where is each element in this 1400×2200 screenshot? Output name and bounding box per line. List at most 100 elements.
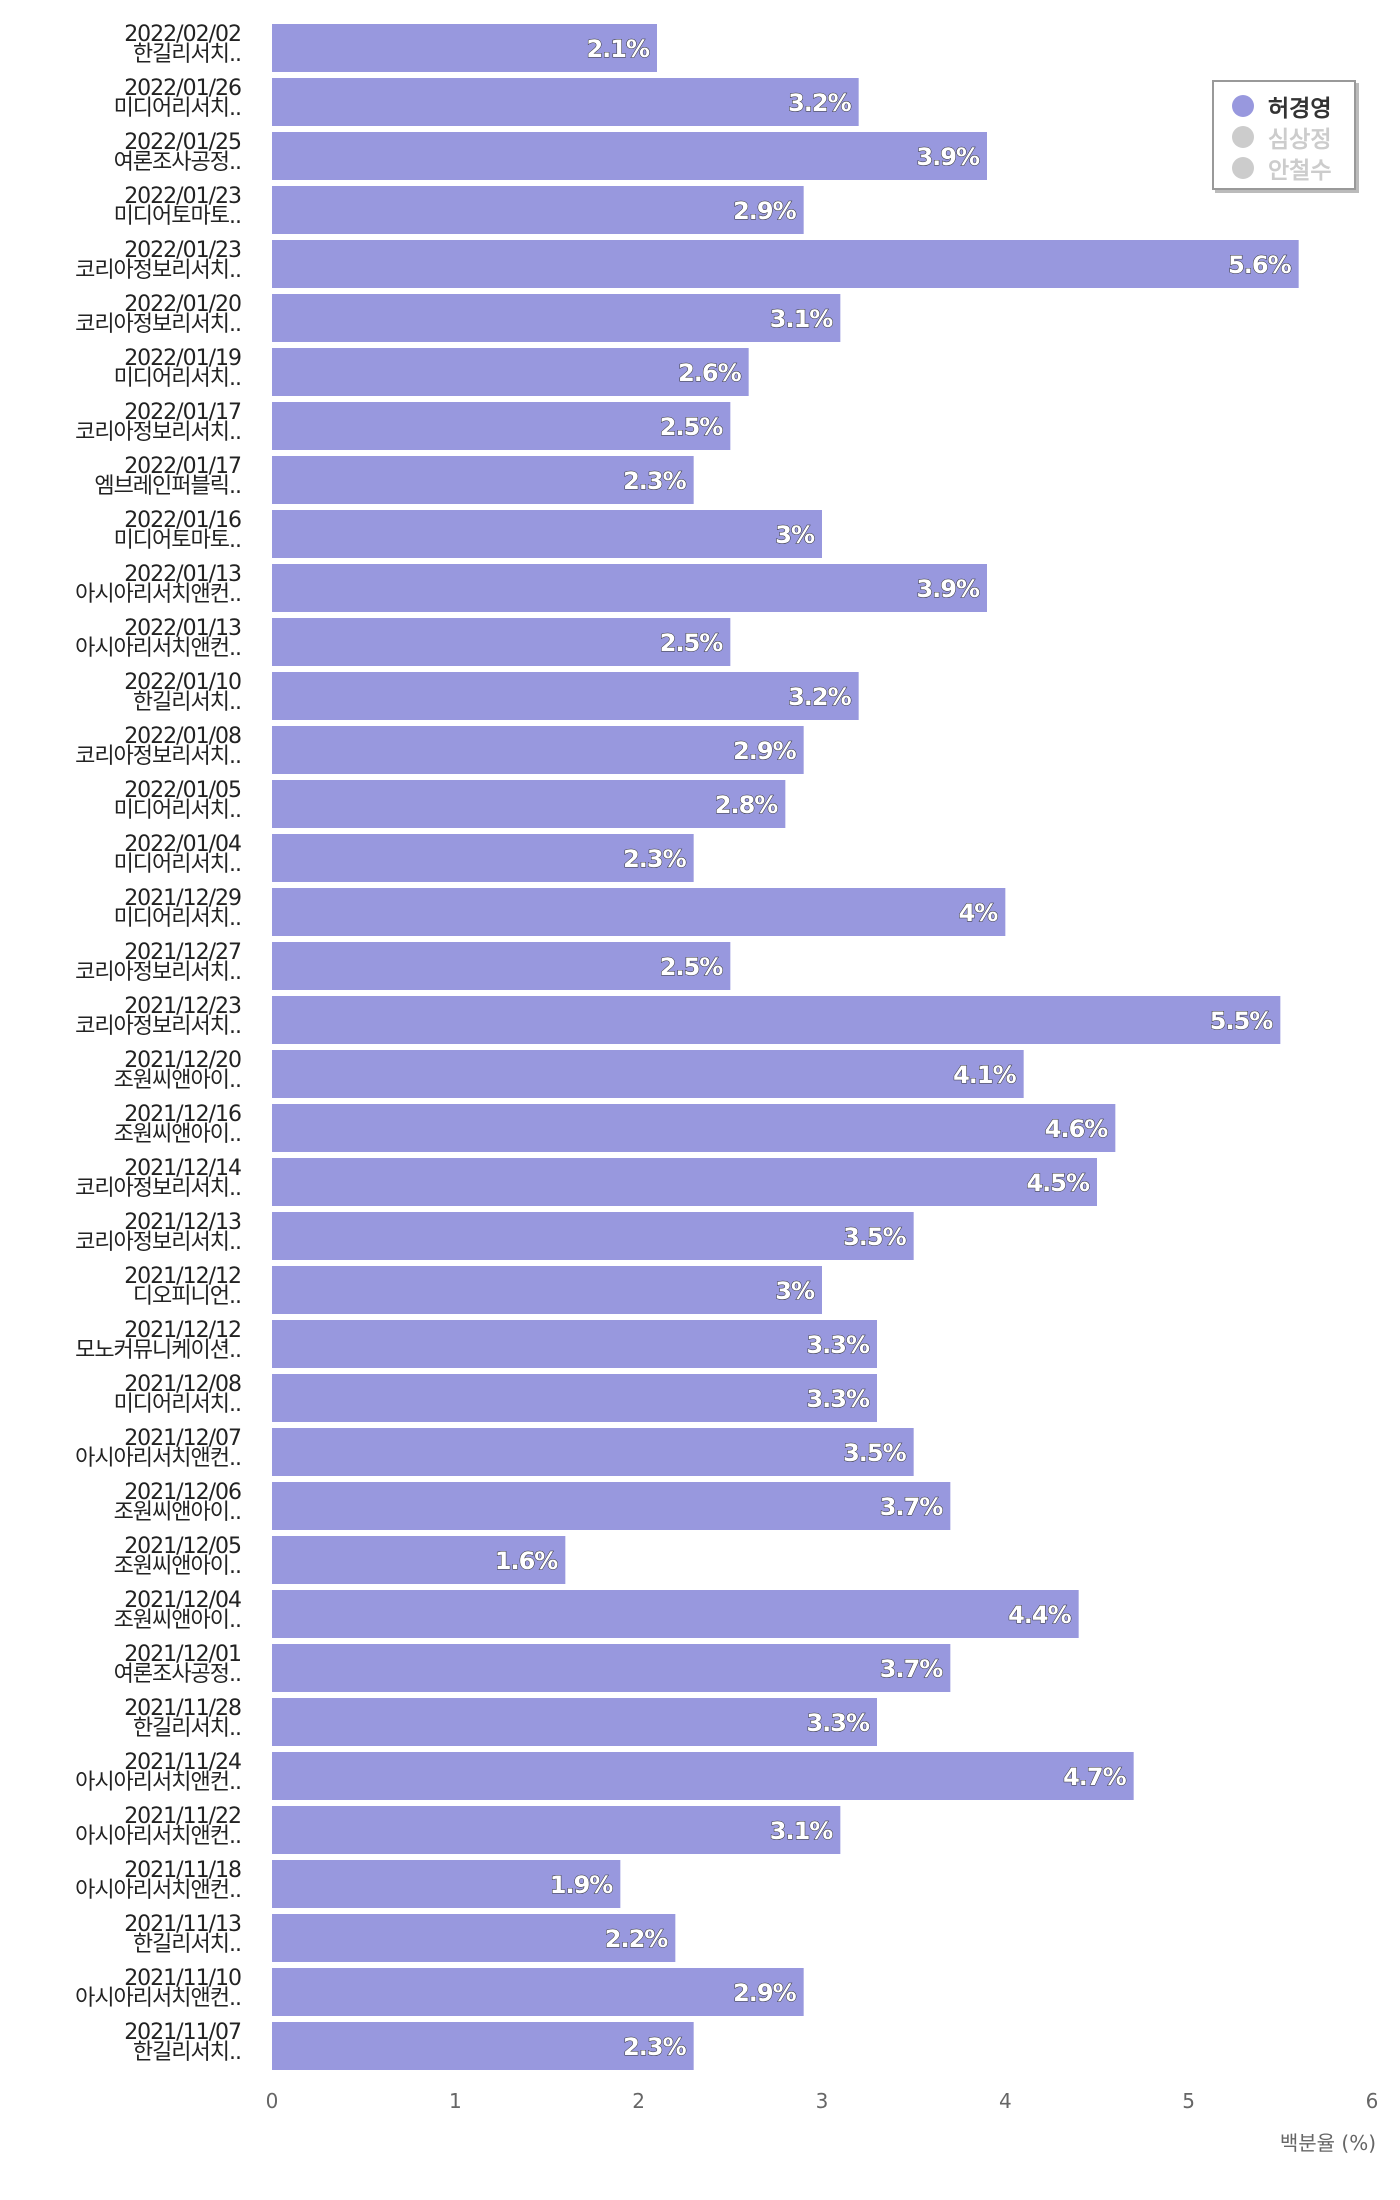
value-label: 3.2% xyxy=(788,89,852,117)
category-name-label: 코리아정보리서치.. xyxy=(75,1230,241,1255)
value-label: 4% xyxy=(959,899,999,927)
category-name-label: 미디어토마토.. xyxy=(114,204,241,229)
value-label: 2.9% xyxy=(733,197,797,225)
category-name-label: 엠브레인퍼블릭.. xyxy=(94,474,241,499)
category-name-label: 미디어리서치.. xyxy=(114,852,241,877)
bar xyxy=(272,240,1299,288)
value-label: 2.5% xyxy=(660,629,724,657)
bar xyxy=(272,1806,841,1854)
category-date-label: 2022/01/26 xyxy=(124,76,241,101)
category-date-label: 2022/01/23 xyxy=(124,184,241,209)
category-name-label: 한길리서치.. xyxy=(133,2040,241,2065)
bar xyxy=(272,1536,566,1584)
category-name-label: 한길리서치.. xyxy=(133,1932,241,1957)
value-label: 4.5% xyxy=(1026,1169,1090,1197)
category-name-label: 조원씨앤아이.. xyxy=(114,1122,241,1147)
category-name-label: 코리아정보리서치.. xyxy=(75,312,241,337)
category-name-label: 코리아정보리서치.. xyxy=(75,744,241,769)
category-date-label: 2021/11/28 xyxy=(124,1696,241,1721)
category-name-label: 미디어리서치.. xyxy=(114,1392,241,1417)
x-tick-label: 3 xyxy=(816,2089,829,2113)
category-name-label: 한길리서치.. xyxy=(133,690,241,715)
legend-item[interactable]: 허경영 xyxy=(1232,90,1354,122)
value-label: 1.6% xyxy=(495,1547,559,1575)
value-label: 3.7% xyxy=(880,1655,944,1683)
value-label: 3.5% xyxy=(843,1223,907,1251)
legend-item[interactable]: 안철수 xyxy=(1232,152,1354,184)
bar xyxy=(272,888,1006,936)
bar xyxy=(272,1320,877,1368)
category-name-label: 아시아리서치앤컨.. xyxy=(75,1878,241,1903)
category-name-label: 한길리서치.. xyxy=(133,1716,241,1741)
value-label: 2.2% xyxy=(605,1925,669,1953)
bar xyxy=(272,78,859,126)
value-label: 2.3% xyxy=(623,467,687,495)
value-label: 3.2% xyxy=(788,683,852,711)
value-label: 4.1% xyxy=(953,1061,1017,1089)
category-name-label: 모노커뮤니케이션.. xyxy=(75,1338,241,1363)
category-name-label: 조원씨앤아이.. xyxy=(114,1500,241,1525)
bar xyxy=(272,564,987,612)
value-label: 3.3% xyxy=(806,1331,870,1359)
category-date-label: 2021/11/24 xyxy=(124,1750,241,1775)
value-label: 2.3% xyxy=(623,2033,687,2061)
bar xyxy=(272,996,1281,1044)
value-label: 2.9% xyxy=(733,737,797,765)
category-date-label: 2021/11/18 xyxy=(124,1858,241,1883)
category-date-label: 2021/12/13 xyxy=(124,1210,241,1235)
value-label: 4.6% xyxy=(1045,1115,1109,1143)
x-tick-label: 4 xyxy=(999,2089,1012,2113)
legend-item[interactable]: 심상정 xyxy=(1232,121,1354,153)
category-name-label: 아시아리서치앤컨.. xyxy=(75,1986,241,2011)
category-name-label: 코리아정보리서치.. xyxy=(75,1014,241,1039)
category-date-label: 2021/12/14 xyxy=(124,1156,241,1181)
category-date-label: 2021/11/10 xyxy=(124,1966,241,1991)
bar xyxy=(272,780,786,828)
bar xyxy=(272,1860,621,1908)
category-date-label: 2021/12/27 xyxy=(124,940,241,965)
category-name-label: 한길리서치.. xyxy=(133,42,241,67)
category-name-label: 미디어토마토.. xyxy=(114,528,241,553)
category-date-label: 2021/11/07 xyxy=(124,2020,241,2045)
value-label: 2.8% xyxy=(715,791,779,819)
bar xyxy=(272,186,804,234)
bar xyxy=(272,1914,676,1962)
bar xyxy=(272,2022,694,2070)
x-tick-label: 1 xyxy=(449,2089,462,2113)
x-axis-title: 백분율 (%) xyxy=(1280,2131,1376,2155)
bar xyxy=(272,348,749,396)
category-date-label: 2021/12/12 xyxy=(124,1318,241,1343)
value-label: 3% xyxy=(775,1277,815,1305)
bar xyxy=(272,402,731,450)
category-name-label: 아시아리서치앤컨.. xyxy=(75,582,241,607)
category-name-label: 미디어리서치.. xyxy=(114,96,241,121)
category-date-label: 2021/12/01 xyxy=(124,1642,241,1667)
value-label: 5.6% xyxy=(1228,251,1292,279)
bar xyxy=(272,1428,914,1476)
category-name-label: 아시아리서치앤컨.. xyxy=(75,1446,241,1471)
category-date-label: 2022/01/17 xyxy=(124,400,241,425)
value-label: 3.1% xyxy=(770,1817,834,1845)
category-name-label: 아시아리서치앤컨.. xyxy=(75,1770,241,1795)
bar xyxy=(272,1482,951,1530)
category-name-label: 코리아정보리서치.. xyxy=(75,960,241,985)
x-tick-label: 6 xyxy=(1366,2089,1379,2113)
category-name-label: 여론조사공정.. xyxy=(114,1662,241,1687)
category-date-label: 2022/01/19 xyxy=(124,346,241,371)
legend-label: 심상정 xyxy=(1268,126,1332,153)
legend-label: 허경영 xyxy=(1268,95,1332,122)
bar xyxy=(272,456,694,504)
value-label: 2.3% xyxy=(623,845,687,873)
category-date-label: 2022/01/10 xyxy=(124,670,241,695)
bar xyxy=(272,726,804,774)
value-label: 2.5% xyxy=(660,413,724,441)
value-label: 3.9% xyxy=(916,143,980,171)
category-date-label: 2021/12/29 xyxy=(124,886,241,911)
x-tick-label: 5 xyxy=(1182,2089,1195,2113)
value-label: 3.3% xyxy=(806,1709,870,1737)
category-date-label: 2022/01/05 xyxy=(124,778,241,803)
x-tick-label: 0 xyxy=(266,2089,279,2113)
bar xyxy=(272,1374,877,1422)
category-date-label: 2022/01/23 xyxy=(124,238,241,263)
category-date-label: 2021/12/20 xyxy=(124,1048,241,1073)
